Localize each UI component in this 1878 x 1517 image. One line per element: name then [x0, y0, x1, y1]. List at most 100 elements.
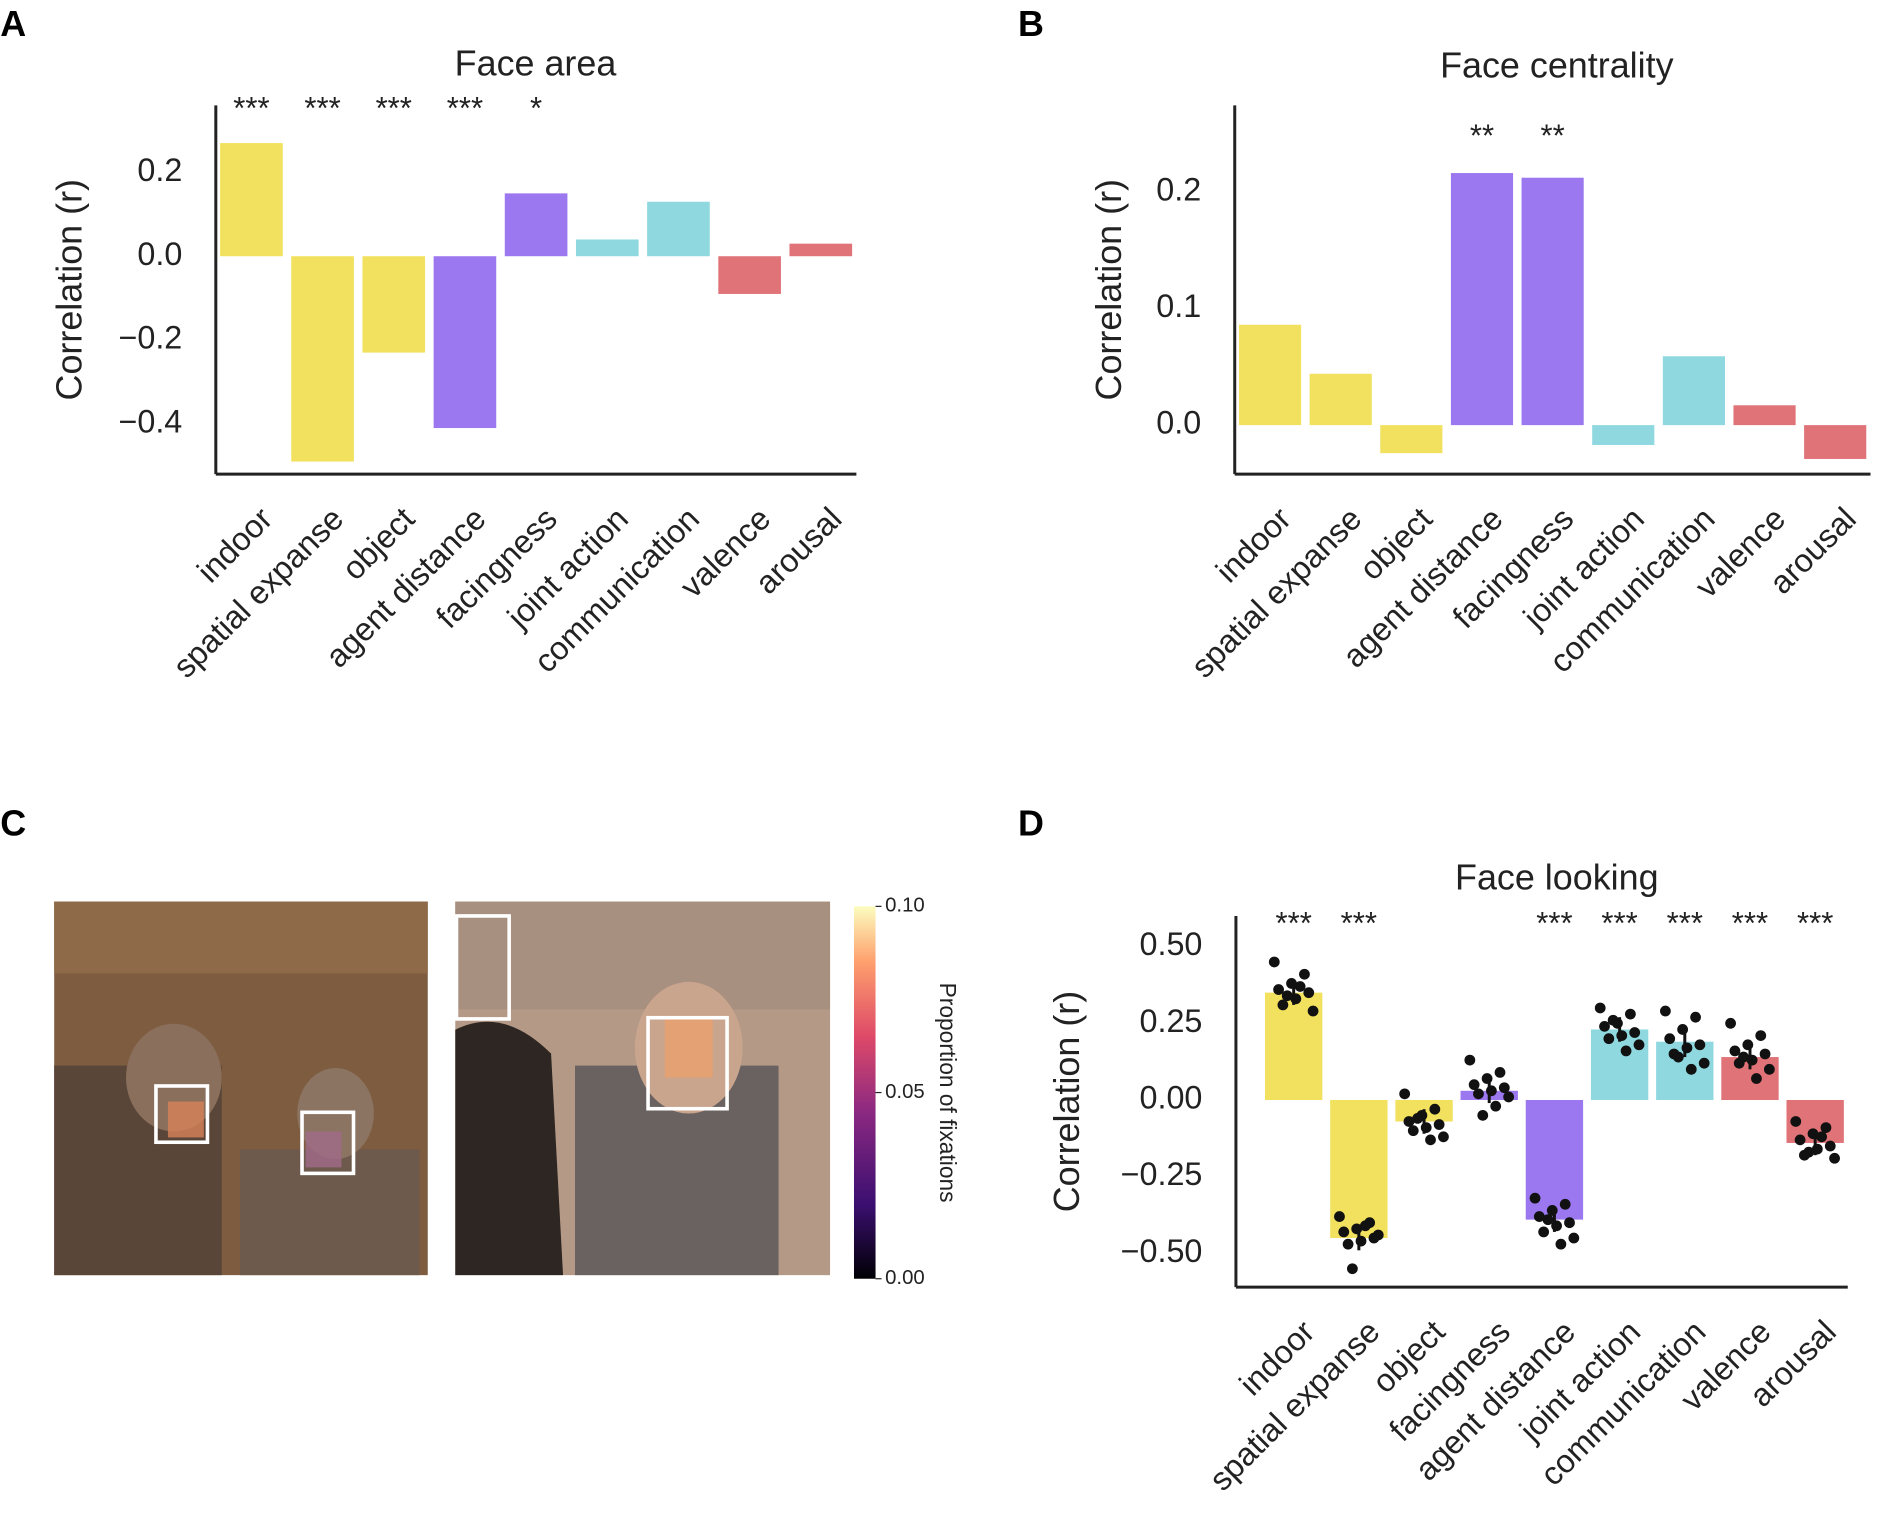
subject-point [1273, 984, 1284, 995]
subject-point [1633, 1039, 1645, 1051]
colorbar-tick-label: 0.10 [885, 895, 925, 917]
subject-point [1355, 1235, 1367, 1247]
subject-point [1359, 1220, 1371, 1232]
bar [718, 256, 781, 294]
subject-point [1660, 1005, 1671, 1017]
y-tick-label: 0.00 [1140, 1080, 1203, 1116]
significance-label: *** [1797, 906, 1833, 941]
bar [647, 201, 710, 257]
bar [789, 243, 853, 257]
panel-letter: A [0, 3, 26, 44]
chart-title: Face centrality [1440, 45, 1674, 86]
subject-point [1420, 1122, 1432, 1133]
subject-point [1816, 1131, 1828, 1143]
y-axis-label: Correlation (r) [1088, 179, 1129, 400]
bar [575, 239, 639, 257]
significance-label: *** [1341, 906, 1377, 941]
subject-point [1690, 1011, 1701, 1023]
y-axis-label: Correlation (r) [1046, 991, 1087, 1212]
subject-point [1555, 1238, 1567, 1250]
subject-point [1807, 1128, 1819, 1140]
subject-point [1542, 1214, 1554, 1226]
bar [291, 256, 354, 462]
subject-point [1698, 1057, 1710, 1069]
subject-point [1751, 1073, 1762, 1084]
subject-point [1725, 1017, 1736, 1029]
panel-letter: D [1018, 803, 1044, 844]
subject-point [1490, 1100, 1502, 1112]
photo-left [54, 901, 428, 1276]
subject-point [1546, 1205, 1558, 1216]
subject-point [1794, 1134, 1806, 1146]
bar [1592, 425, 1655, 445]
significance-label: *** [1536, 906, 1572, 941]
y-tick-label: 0.2 [1156, 171, 1201, 207]
significance-label: *** [1732, 906, 1768, 941]
colorbar [853, 906, 876, 1279]
panel-letter: C [0, 803, 26, 844]
subject-point [1677, 1024, 1689, 1035]
subject-point [1829, 1152, 1840, 1164]
bar [1309, 373, 1372, 426]
subject-point [1498, 1082, 1510, 1094]
subject-point [1503, 1091, 1515, 1103]
subject-point [1746, 1054, 1758, 1066]
significance-label: *** [1667, 906, 1703, 941]
chart-title: Face area [455, 42, 617, 83]
bar [1238, 324, 1302, 426]
subject-point [1685, 1063, 1697, 1075]
y-tick-label: 0.50 [1140, 926, 1203, 962]
subject-point [1303, 987, 1315, 999]
y-tick-label: −0.2 [118, 320, 182, 356]
subject-point [1334, 1211, 1345, 1222]
subject-point [1342, 1238, 1354, 1250]
subject-point [1429, 1103, 1441, 1115]
y-tick-label: 0.0 [137, 236, 182, 272]
subject-point [1729, 1045, 1741, 1057]
bar [433, 256, 497, 429]
significance-label: ** [1541, 118, 1565, 153]
subject-point [1529, 1192, 1541, 1204]
subject-point [1759, 1048, 1771, 1060]
y-tick-label: 0.25 [1140, 1003, 1203, 1039]
y-tick-label: −0.4 [118, 403, 182, 439]
colorbar-tick-label: 0.05 [885, 1081, 925, 1103]
photo-right [454, 901, 831, 1276]
bar [504, 193, 568, 257]
significance-label: *** [1275, 906, 1311, 941]
subject-point [1533, 1211, 1545, 1222]
subject-point [1824, 1140, 1836, 1152]
subject-point [1338, 1226, 1350, 1238]
bar [1662, 356, 1725, 426]
subject-point [1738, 1051, 1749, 1063]
subject-point [1564, 1217, 1575, 1229]
subject-point [1494, 1067, 1506, 1078]
bar [220, 143, 283, 257]
significance-label: *** [447, 90, 483, 125]
subject-point [1347, 1263, 1358, 1275]
subject-point [1681, 1042, 1693, 1054]
subject-point [1403, 1116, 1415, 1127]
subject-point [1281, 990, 1293, 1002]
subject-point [1790, 1116, 1802, 1127]
subject-point [1594, 1002, 1606, 1014]
significance-label: *** [304, 90, 340, 125]
colorbar-label: Proportion of fixations [935, 983, 961, 1203]
bar [362, 256, 426, 353]
subject-point [1268, 956, 1280, 968]
subject-point [1820, 1122, 1832, 1133]
subject-point [1425, 1134, 1436, 1146]
subject-point [1599, 1020, 1610, 1032]
subject-point [1755, 1030, 1767, 1041]
subject-point [1624, 1008, 1636, 1020]
subject-point [1286, 978, 1297, 989]
y-tick-label: 0.1 [1156, 288, 1201, 324]
subject-point [1277, 999, 1289, 1011]
subject-point [1607, 1014, 1619, 1026]
significance-label: *** [233, 90, 269, 125]
subject-point [1290, 993, 1302, 1005]
colorbar-tick-label: 0.00 [885, 1267, 925, 1289]
subject-point [1481, 1073, 1493, 1084]
subject-point [1412, 1113, 1423, 1124]
